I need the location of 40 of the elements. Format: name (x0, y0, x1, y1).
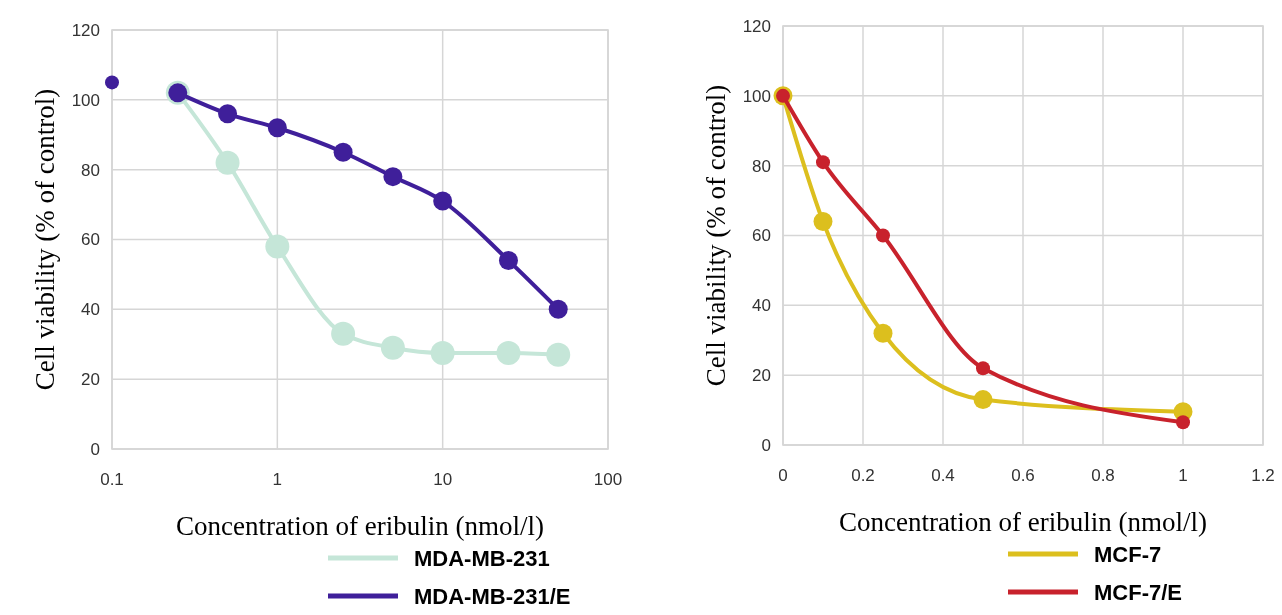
y-tick-label: 120 (742, 16, 771, 36)
y-axis-title: Cell viability (% of control) (701, 84, 731, 387)
x-tick-label: 1.2 (1251, 466, 1275, 485)
point (973, 390, 993, 410)
y-tick-label: 0 (90, 439, 100, 459)
y-tick-label: 100 (742, 86, 771, 106)
x-tick-label: 0.1 (100, 470, 124, 489)
y-tick-label: 40 (81, 300, 100, 320)
x-axis-title: Concentration of eribulin (nmol/l) (175, 511, 545, 541)
point (976, 361, 990, 376)
legend-label: MDA-MB-231/E (414, 583, 571, 609)
x-axis-title: Concentration of eribulin (nmol/l) (838, 507, 1208, 537)
x-tick-label: 0.2 (851, 466, 875, 485)
y-tick-label: 40 (752, 296, 771, 316)
x-tick-label: 10 (433, 470, 453, 489)
y-tick-label: 80 (81, 160, 100, 180)
legend-label: MCF-7/E (1094, 579, 1182, 605)
y-axis-title: Cell viability (% of control) (30, 88, 60, 391)
x-tick-label: 0 (778, 466, 788, 485)
y-tick-label: 100 (71, 90, 100, 110)
legend-label: MDA-MB-231 (414, 545, 550, 571)
y-tick-label: 60 (81, 230, 100, 250)
y-tick-label: 20 (81, 370, 100, 390)
y-tick-label: 60 (752, 226, 771, 246)
x-tick-label: 100 (593, 470, 623, 489)
y-tick-label: 0 (761, 435, 771, 455)
x-tick-label: 0.8 (1091, 466, 1115, 485)
x-tick-label: 1 (1178, 466, 1188, 485)
y-tick-label: 20 (752, 366, 771, 386)
point (813, 212, 833, 232)
legend-label: MCF-7 (1094, 541, 1162, 567)
point (876, 228, 890, 243)
x-tick-label: 0.6 (1011, 466, 1035, 485)
x-tick-label: 1 (272, 470, 283, 489)
point (873, 323, 893, 343)
y-tick-label: 120 (71, 20, 100, 40)
point (1176, 415, 1190, 430)
x-tick-label: 0.4 (931, 466, 955, 485)
y-tick-label: 80 (752, 156, 771, 176)
point (816, 155, 830, 170)
